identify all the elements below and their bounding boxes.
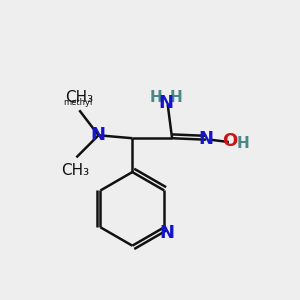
Text: CH₃: CH₃ xyxy=(65,90,93,105)
Text: H: H xyxy=(169,90,182,105)
Text: N: N xyxy=(198,130,213,148)
Text: H: H xyxy=(150,90,163,105)
Text: CH₃: CH₃ xyxy=(61,163,89,178)
Text: N: N xyxy=(159,224,174,242)
Text: N: N xyxy=(90,126,105,144)
Text: H: H xyxy=(237,136,249,151)
Text: O: O xyxy=(222,133,237,151)
Text: N: N xyxy=(159,94,174,112)
Text: methyl: methyl xyxy=(63,98,92,107)
